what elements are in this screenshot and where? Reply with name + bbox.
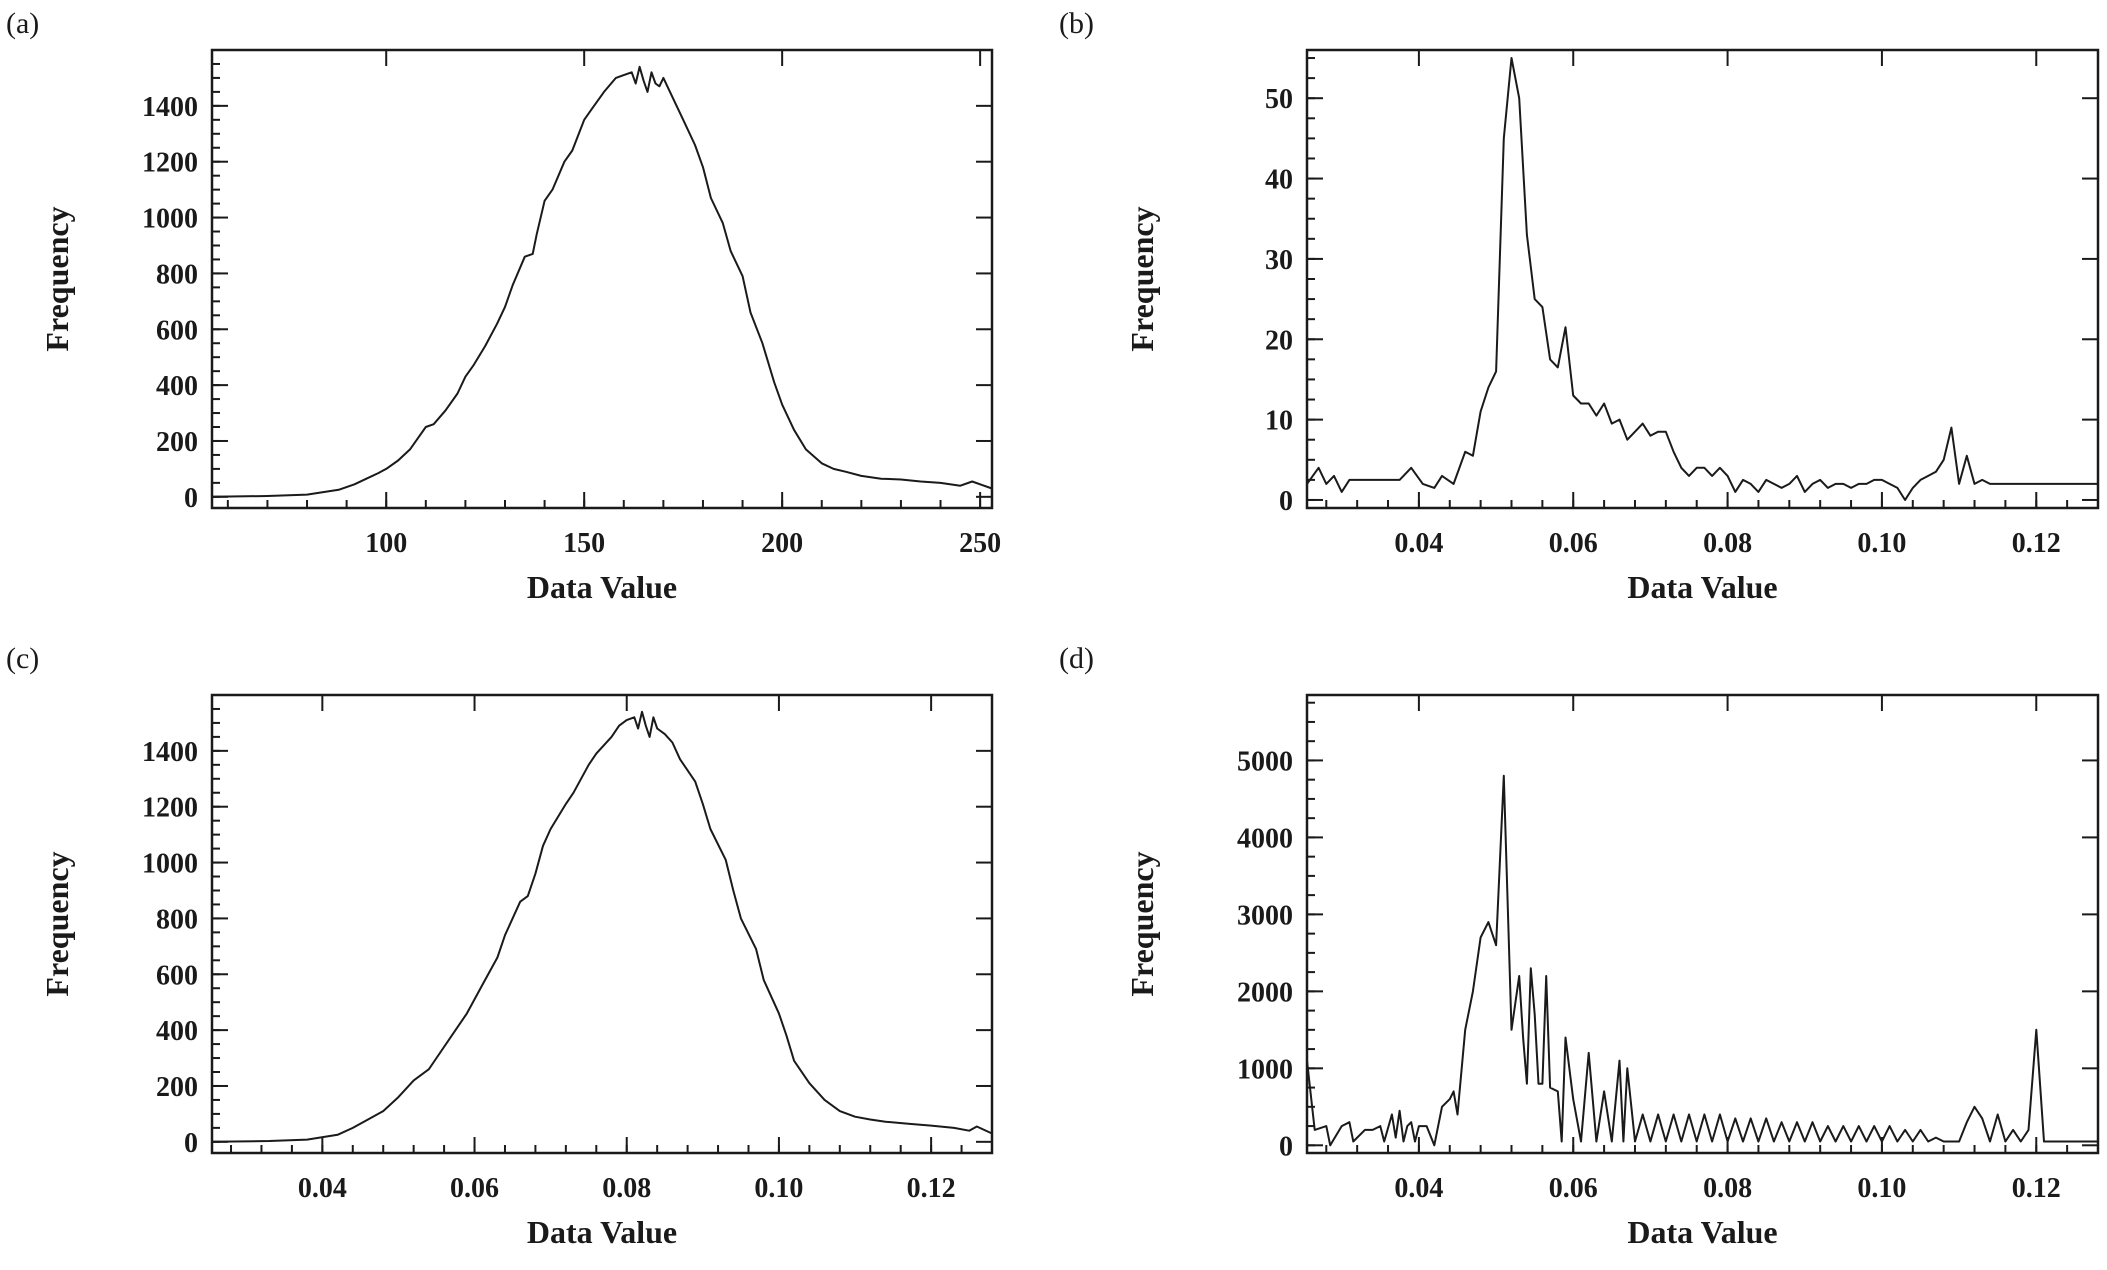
y-axis-title-d: Frequency [1124,851,1160,996]
y-tick-label-b-5: 50 [1265,84,1293,115]
x-tick-label-b-3: 0.10 [1857,528,1906,559]
chart-a: (a) 100 150 200 250 0 200 400 600 800 1000 1200 1400… [6,7,1001,605]
panel-label-a: (a) [6,7,39,40]
y-tick-label-c-2: 400 [156,1016,198,1047]
y-tick-label-d-1: 1000 [1237,1054,1293,1085]
plot-frame-d [1305,693,2100,1155]
y-axis-title-b: Frequency [1124,206,1160,351]
chart-c: (c) 0.04 0.06 0.08 0.10 0.12 0 200 400 600 800 1000… [6,642,994,1250]
y-tick-label-c-3: 600 [156,960,198,991]
x-tick-label-d-1: 0.06 [1549,1173,1598,1204]
plot-frame-a [210,48,994,510]
x-tick-label-b-4: 0.12 [2012,528,2061,559]
x-tick-label-b-2: 0.08 [1703,528,1752,559]
x-tick-label-a-2: 200 [761,528,803,559]
y-tick-label-a-1: 200 [156,427,198,458]
y-tick-label-a-6: 1200 [142,148,198,179]
panel-label-d: (d) [1059,642,1094,675]
series-line-a-0 [211,65,993,498]
y-tick-label-b-1: 10 [1265,406,1293,437]
series-line-c-0 [211,710,993,1143]
x-tick-label-b-1: 0.06 [1549,528,1598,559]
y-tick-label-b-0: 0 [1279,486,1293,517]
chart-d: (d) 0.04 0.06 0.08 0.10 0.12 0 1000 2000 3000 4000… [1059,642,2100,1250]
series-line-b-0 [1306,57,2098,501]
x-axis-title-d: Data Value [1627,1214,1777,1250]
x-tick-label-c-3: 0.10 [754,1173,803,1204]
y-tick-label-c-5: 1000 [142,849,198,880]
x-tick-label-c-2: 0.08 [602,1173,651,1204]
x-tick-label-d-0: 0.04 [1394,1173,1443,1204]
y-axis-title-a: Frequency [39,206,75,351]
chart-panel-b: (b) 0.04 0.06 0.08 0.10 0.12 0 10 20 30 40 50 Data V… [1053,0,2107,635]
x-tick-label-d-4: 0.12 [2012,1173,2061,1204]
y-tick-label-b-4: 40 [1265,165,1293,196]
y-tick-label-b-2: 20 [1265,325,1293,356]
chart-b: (b) 0.04 0.06 0.08 0.10 0.12 0 10 20 30 40 50 Data V… [1059,7,2100,605]
y-tick-label-a-7: 1400 [142,92,198,123]
x-tick-label-d-3: 0.10 [1857,1173,1906,1204]
x-tick-label-a-1: 150 [563,528,605,559]
y-axis-title-c: Frequency [39,851,75,996]
panel-label-b: (b) [1059,7,1094,40]
x-axis-title-b: Data Value [1627,569,1777,605]
y-tick-label-a-2: 400 [156,371,198,402]
x-tick-label-c-4: 0.12 [907,1173,956,1204]
y-tick-label-a-4: 800 [156,259,198,290]
y-tick-label-d-3: 3000 [1237,900,1293,931]
y-tick-label-c-4: 800 [156,904,198,935]
y-tick-label-c-6: 1200 [142,793,198,824]
y-tick-label-a-3: 600 [156,315,198,346]
y-tick-label-a-5: 1000 [142,204,198,235]
y-tick-label-c-0: 0 [184,1128,198,1159]
y-tick-label-b-3: 30 [1265,245,1293,276]
x-tick-label-c-1: 0.06 [450,1173,499,1204]
y-tick-label-a-0: 0 [184,483,198,514]
chart-panel-a: (a) 100 150 200 250 0 200 400 600 800 1000 1200 1400… [0,0,1053,635]
y-tick-label-c-7: 1400 [142,737,198,768]
panel-label-c: (c) [6,642,39,675]
y-tick-label-c-1: 200 [156,1072,198,1103]
chart-panel-d: (d) 0.04 0.06 0.08 0.10 0.12 0 1000 2000 3000 4000… [1053,635,2107,1270]
x-tick-label-d-2: 0.08 [1703,1173,1752,1204]
x-tick-label-a-0: 100 [365,528,407,559]
y-tick-label-d-2: 2000 [1237,977,1293,1008]
x-axis-title-c: Data Value [527,1214,677,1250]
x-axis-title-a: Data Value [527,569,677,605]
plot-frame-c [210,693,994,1155]
x-tick-label-b-0: 0.04 [1394,528,1443,559]
plot-frame-b [1305,48,2100,510]
x-tick-label-a-3: 250 [959,528,1001,559]
series-line-d-0 [1306,774,2098,1147]
y-tick-label-d-5: 5000 [1237,746,1293,777]
x-tick-label-c-0: 0.04 [298,1173,347,1204]
y-tick-label-d-4: 4000 [1237,823,1293,854]
chart-panel-c: (c) 0.04 0.06 0.08 0.10 0.12 0 200 400 600 800 1000… [0,635,1053,1270]
y-tick-label-d-0: 0 [1279,1131,1293,1162]
